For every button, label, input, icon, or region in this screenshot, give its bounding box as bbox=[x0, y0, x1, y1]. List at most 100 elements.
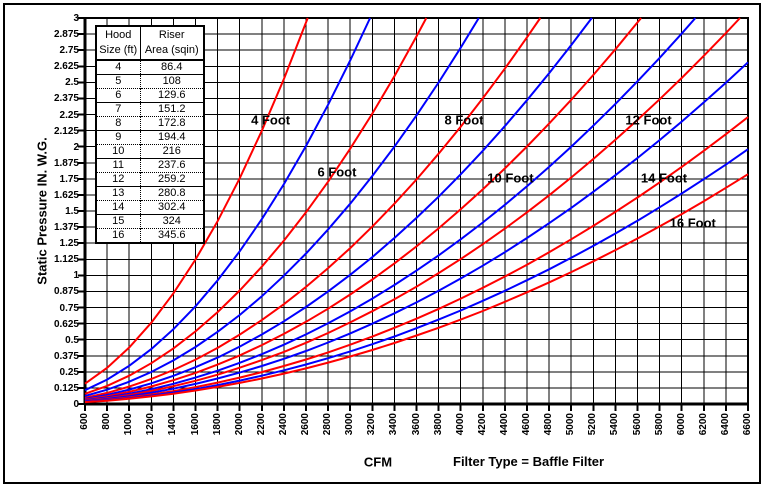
hood-size-cell: 7 bbox=[96, 102, 141, 117]
table-row: 16 345.6 bbox=[96, 228, 204, 243]
y-tick-label: 1.25 bbox=[59, 238, 79, 250]
curve-label: 6 Foot bbox=[317, 164, 357, 180]
curve-13ft bbox=[84, 61, 749, 403]
x-tick-label: 6400 bbox=[719, 413, 731, 436]
y-tick-label: 0.125 bbox=[53, 382, 79, 394]
table-row: 7 151.2 bbox=[96, 102, 204, 117]
y-tick-label: 0.25 bbox=[59, 366, 79, 378]
curve-label: 10 Foot bbox=[487, 170, 534, 186]
y-tick-label: 2.625 bbox=[53, 61, 79, 73]
x-tick-label: 800 bbox=[101, 413, 113, 430]
table-row: 13 280.8 bbox=[96, 186, 204, 201]
curve-12ft bbox=[84, 17, 741, 402]
hood-size-cell: 6 bbox=[96, 88, 141, 103]
curve-7ft bbox=[84, 17, 480, 397]
curve-label: 12 Foot bbox=[625, 112, 672, 128]
x-tick-label: 600 bbox=[79, 413, 90, 430]
hood-size-cell: 16 bbox=[96, 228, 141, 243]
table-row: 11 237.6 bbox=[96, 158, 204, 173]
curve-14ft bbox=[84, 116, 749, 403]
x-tick-label: 1000 bbox=[123, 413, 135, 436]
y-tick-label: 1.75 bbox=[59, 173, 79, 185]
riser-area-cell: 280.8 bbox=[140, 186, 204, 201]
x-tick-label: 5600 bbox=[631, 413, 643, 436]
y-tick-label: 2 bbox=[73, 141, 79, 153]
x-tick-label: 4200 bbox=[476, 413, 488, 436]
x-tick-label: 5400 bbox=[609, 413, 621, 436]
riser-area-cell: 86.4 bbox=[161, 61, 183, 73]
curve-8ft bbox=[84, 17, 542, 399]
curve-5ft bbox=[84, 17, 372, 392]
y-tick-label: 0.375 bbox=[53, 350, 79, 362]
outer-border bbox=[3, 3, 761, 484]
x-tick-label: 5800 bbox=[653, 413, 665, 436]
hood-size-cell: 10 bbox=[96, 144, 141, 159]
riser-area-header: Riser Area (sqin) bbox=[140, 26, 204, 61]
y-tick-label: 1.625 bbox=[53, 189, 79, 201]
x-tick-label: 1800 bbox=[211, 413, 223, 436]
curve-label: 16 Foot bbox=[669, 215, 716, 231]
table-row: 4 86.4 bbox=[96, 60, 204, 75]
riser-area-cell: 216 bbox=[140, 144, 204, 159]
curve-15ft bbox=[84, 148, 749, 403]
x-tick-label: 3200 bbox=[366, 413, 378, 436]
x-tick-label: 6200 bbox=[697, 413, 709, 436]
y-tick-label: 2.125 bbox=[53, 125, 79, 137]
x-tick-label: 1400 bbox=[167, 413, 179, 436]
hood-size-cell: 4 bbox=[96, 60, 141, 75]
x-tick-label: 5200 bbox=[587, 413, 599, 436]
y-tick-label: 1.875 bbox=[53, 157, 79, 169]
y-tick-label: 2.25 bbox=[59, 109, 79, 121]
curve-label: 14 Foot bbox=[640, 170, 688, 186]
x-tick-label: 4400 bbox=[498, 413, 510, 436]
riser-area-cell: 129.6 bbox=[140, 88, 204, 103]
riser-area-cell: 259.2 bbox=[140, 172, 204, 187]
x-tick-label: 5000 bbox=[565, 413, 577, 436]
y-tick-label: 0.5 bbox=[65, 334, 79, 346]
filter-type-note: Filter Type = Baffle Filter bbox=[453, 454, 605, 469]
riser-area-cell: 172.8 bbox=[140, 116, 204, 131]
table-row: 8 172.8 bbox=[96, 116, 204, 131]
curve-label: 8 Foot bbox=[444, 112, 484, 128]
table-row: 15 324 bbox=[96, 214, 204, 229]
y-tick-label: 0.75 bbox=[59, 302, 79, 314]
x-tick-label: 1600 bbox=[189, 413, 201, 436]
x-tick-label: 4000 bbox=[454, 413, 466, 436]
hood-size-cell: 14 bbox=[96, 200, 141, 215]
table-row: 14 302.4 bbox=[96, 200, 204, 215]
y-tick-label: 1 bbox=[73, 270, 79, 282]
table-row: 12 259.2 bbox=[96, 172, 204, 187]
y-tick-label: 1.375 bbox=[53, 222, 79, 234]
hood-size-cell: 8 bbox=[96, 116, 141, 131]
riser-area-cell: 108 bbox=[140, 74, 204, 89]
x-tick-label: 6000 bbox=[675, 413, 687, 436]
y-tick-label: 0.875 bbox=[53, 286, 79, 298]
riser-area-cell: 324 bbox=[140, 214, 204, 229]
y-tick-label: 0.625 bbox=[53, 318, 79, 330]
y-tick-label: 0 bbox=[73, 399, 79, 410]
table-row: 9 194.4 bbox=[96, 130, 204, 145]
x-tick-label: 6600 bbox=[742, 413, 753, 436]
curve-10ft bbox=[84, 17, 642, 401]
x-tick-label: 3600 bbox=[410, 413, 422, 436]
hood-size-cell: 13 bbox=[96, 186, 141, 201]
y-tick-label: 1.5 bbox=[65, 206, 79, 217]
x-tick-label: 4600 bbox=[521, 413, 532, 436]
riser-area-cell: 302.4 bbox=[140, 200, 204, 215]
x-tick-label: 3400 bbox=[388, 413, 400, 436]
curve-6ft bbox=[84, 17, 428, 395]
curve-16ft bbox=[84, 173, 749, 404]
curve-label: 4 Foot bbox=[251, 112, 291, 128]
hood-size-cell: 12 bbox=[96, 172, 141, 187]
riser-area-cell: 237.6 bbox=[140, 158, 204, 173]
y-tick-label: 1.125 bbox=[53, 254, 79, 266]
hood-size-cell: 15 bbox=[96, 214, 141, 229]
x-tick-label: 2400 bbox=[277, 413, 289, 436]
x-tick-label: 1200 bbox=[145, 413, 157, 436]
y-tick-label: 2.875 bbox=[53, 29, 79, 41]
table-row: 6 129.6 bbox=[96, 88, 204, 103]
hood-size-cell: 11 bbox=[96, 158, 141, 173]
curve-4ft bbox=[84, 17, 309, 385]
